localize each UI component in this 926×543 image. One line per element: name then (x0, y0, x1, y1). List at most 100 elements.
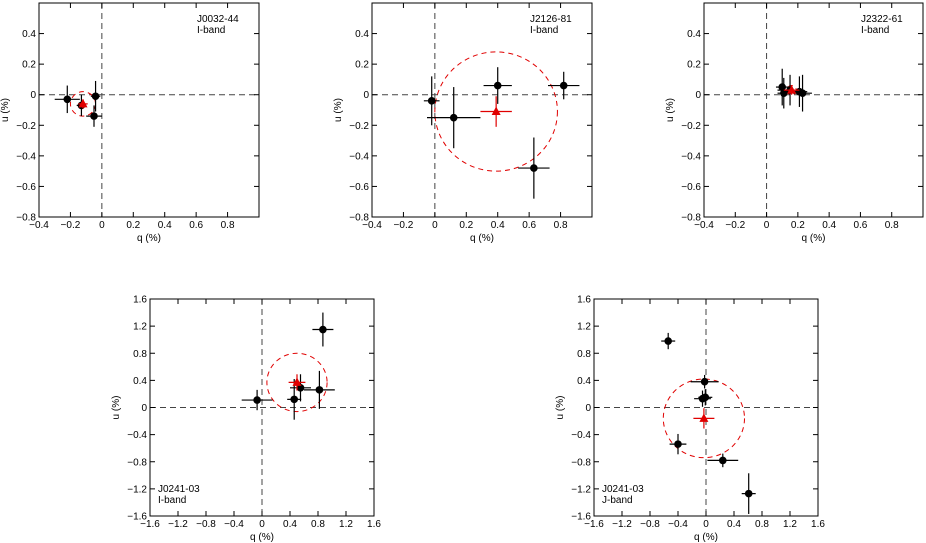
y-tick-label: −0.8 (349, 213, 369, 224)
band-label: I-band (158, 495, 186, 506)
chart-panel-2: −0.4 −0.2 0 0.2 0.4 0.6 0.8 −0.8 −0.6 −0.4 −0.2 0 0.… (333, 2, 593, 244)
y-tick-label: −1.2 (127, 484, 147, 495)
x-tick-label: −0.4 (362, 220, 382, 231)
data-point-1 (427, 97, 436, 105)
y-tick-label: −0.2 (349, 121, 369, 132)
y-tick-label: 0.2 (687, 60, 701, 71)
x-tick-label: 1.6 (811, 519, 825, 530)
x-tick-label: −0.2 (725, 220, 745, 231)
y-tick-label: −0.4 (349, 151, 369, 162)
source-name: J0241-03 (602, 484, 644, 495)
plot-frame (371, 2, 593, 218)
y-tick-label: 0.4 (133, 376, 147, 387)
data-point-1 (63, 95, 72, 104)
data-point-5 (798, 89, 807, 97)
y-tick-label: −0.6 (16, 182, 36, 193)
data-point-2 (290, 395, 299, 404)
chart-panel-4: −1.6 −1.2 −0.8 −0.4 0 0.4 0.8 1.2 1.6 −1.6 −1.2 −0.… (111, 295, 381, 543)
x-tick-label: −0.4 (224, 519, 244, 530)
data-point-2 (449, 113, 458, 122)
x-tick-label: −0.8 (640, 519, 660, 530)
x-tick-label: 0.2 (459, 220, 473, 231)
y-tick-label: −0.6 (681, 182, 701, 193)
mean-circle (266, 352, 328, 413)
source-name: J0032-44 (197, 14, 239, 25)
plot-frame (703, 2, 924, 218)
y-tick-label: −0.2 (16, 121, 36, 132)
y-tick-label: 1.2 (577, 322, 591, 333)
x-tick-label: 0.4 (283, 519, 297, 530)
y-tick-label: 0 (585, 403, 591, 414)
y-tick-label: 0 (141, 403, 147, 414)
data-point-3 (296, 384, 305, 392)
y-tick-label: 0.4 (22, 29, 36, 40)
x-axis-label: q (%) (470, 233, 494, 244)
y-tick-label: 0.4 (687, 29, 701, 40)
band-label: J-band (602, 495, 633, 506)
x-tick-label: −1.6 (140, 519, 160, 530)
chart-panel-3: −0.4 −0.2 0 0.2 0.4 0.6 0.8 −0.8 −0.6 −0.4 −0.2 0 0.… (665, 2, 924, 244)
mean-marker (491, 106, 501, 116)
x-tick-label: 0 (259, 519, 265, 530)
y-axis-label: u (%) (111, 396, 122, 420)
x-tick-label: 0.8 (755, 519, 769, 530)
y-tick-label: 0.8 (133, 349, 147, 360)
y-tick-label: −1.6 (571, 512, 591, 523)
y-tick-label: 1.6 (577, 295, 591, 306)
x-tick-label: −0.4 (29, 220, 49, 231)
x-tick-label: 1.2 (783, 519, 797, 530)
chart-panel-1: −0.4 −0.2 0 0.2 0.4 0.6 0.8 −0.8 −0.6 −0.4 −0.2 0 0.… (0, 2, 260, 244)
x-tick-label: 0.8 (554, 220, 568, 231)
band-label: I-band (530, 25, 558, 36)
x-tick-label: 1.2 (339, 519, 353, 530)
x-tick-label: −0.8 (196, 519, 216, 530)
x-tick-label: 0.6 (189, 220, 203, 231)
plot-frame (38, 2, 260, 218)
y-axis-label: u (%) (333, 98, 344, 122)
y-tick-label: −0.4 (571, 430, 591, 441)
x-tick-label: −0.4 (668, 519, 688, 530)
x-tick-label: 0.8 (311, 519, 325, 530)
y-tick-label: 0 (695, 90, 701, 101)
x-tick-label: 0.8 (885, 220, 899, 231)
x-tick-label: −1.2 (168, 519, 188, 530)
source-name: J2322-61 (861, 14, 903, 25)
data-point-2 (779, 89, 788, 97)
data-point-5 (674, 440, 682, 448)
source-name: J0241-03 (158, 484, 200, 495)
data-point-5 (530, 164, 538, 172)
x-tick-label: 0 (99, 220, 105, 231)
x-tick-label: 0.4 (491, 220, 505, 231)
y-tick-label: 0.4 (355, 29, 369, 40)
y-tick-label: −0.4 (127, 430, 147, 441)
data-point-1 (253, 396, 261, 404)
x-tick-label: 0.2 (126, 220, 140, 231)
mean-marker (787, 85, 797, 94)
y-tick-label: 0.8 (577, 349, 591, 360)
data-point-1 (664, 337, 672, 345)
x-tick-label: −0.4 (694, 220, 714, 231)
x-tick-label: 0.6 (853, 220, 867, 231)
y-axis-label: u (%) (665, 98, 676, 122)
mean-circle (434, 51, 558, 172)
y-tick-label: 1.6 (133, 295, 147, 306)
x-axis-label: q (%) (694, 532, 718, 543)
x-tick-label: 0.6 (522, 220, 536, 231)
mean-marker (78, 98, 88, 108)
x-tick-label: 0.4 (727, 519, 741, 530)
x-tick-label: 0.8 (221, 220, 235, 231)
x-tick-label: 0.4 (158, 220, 172, 231)
y-axis-label: u (%) (0, 98, 11, 122)
y-tick-label: −0.8 (571, 457, 591, 468)
x-tick-label: 1.6 (367, 519, 381, 530)
mean-marker (699, 413, 709, 422)
x-tick-label: 0 (432, 220, 438, 231)
y-tick-label: 0 (363, 90, 369, 101)
y-tick-label: −0.4 (681, 151, 701, 162)
x-axis-label: q (%) (137, 233, 161, 244)
y-tick-label: −0.2 (681, 121, 701, 132)
data-point-6 (719, 456, 727, 465)
data-point-4 (90, 112, 98, 120)
